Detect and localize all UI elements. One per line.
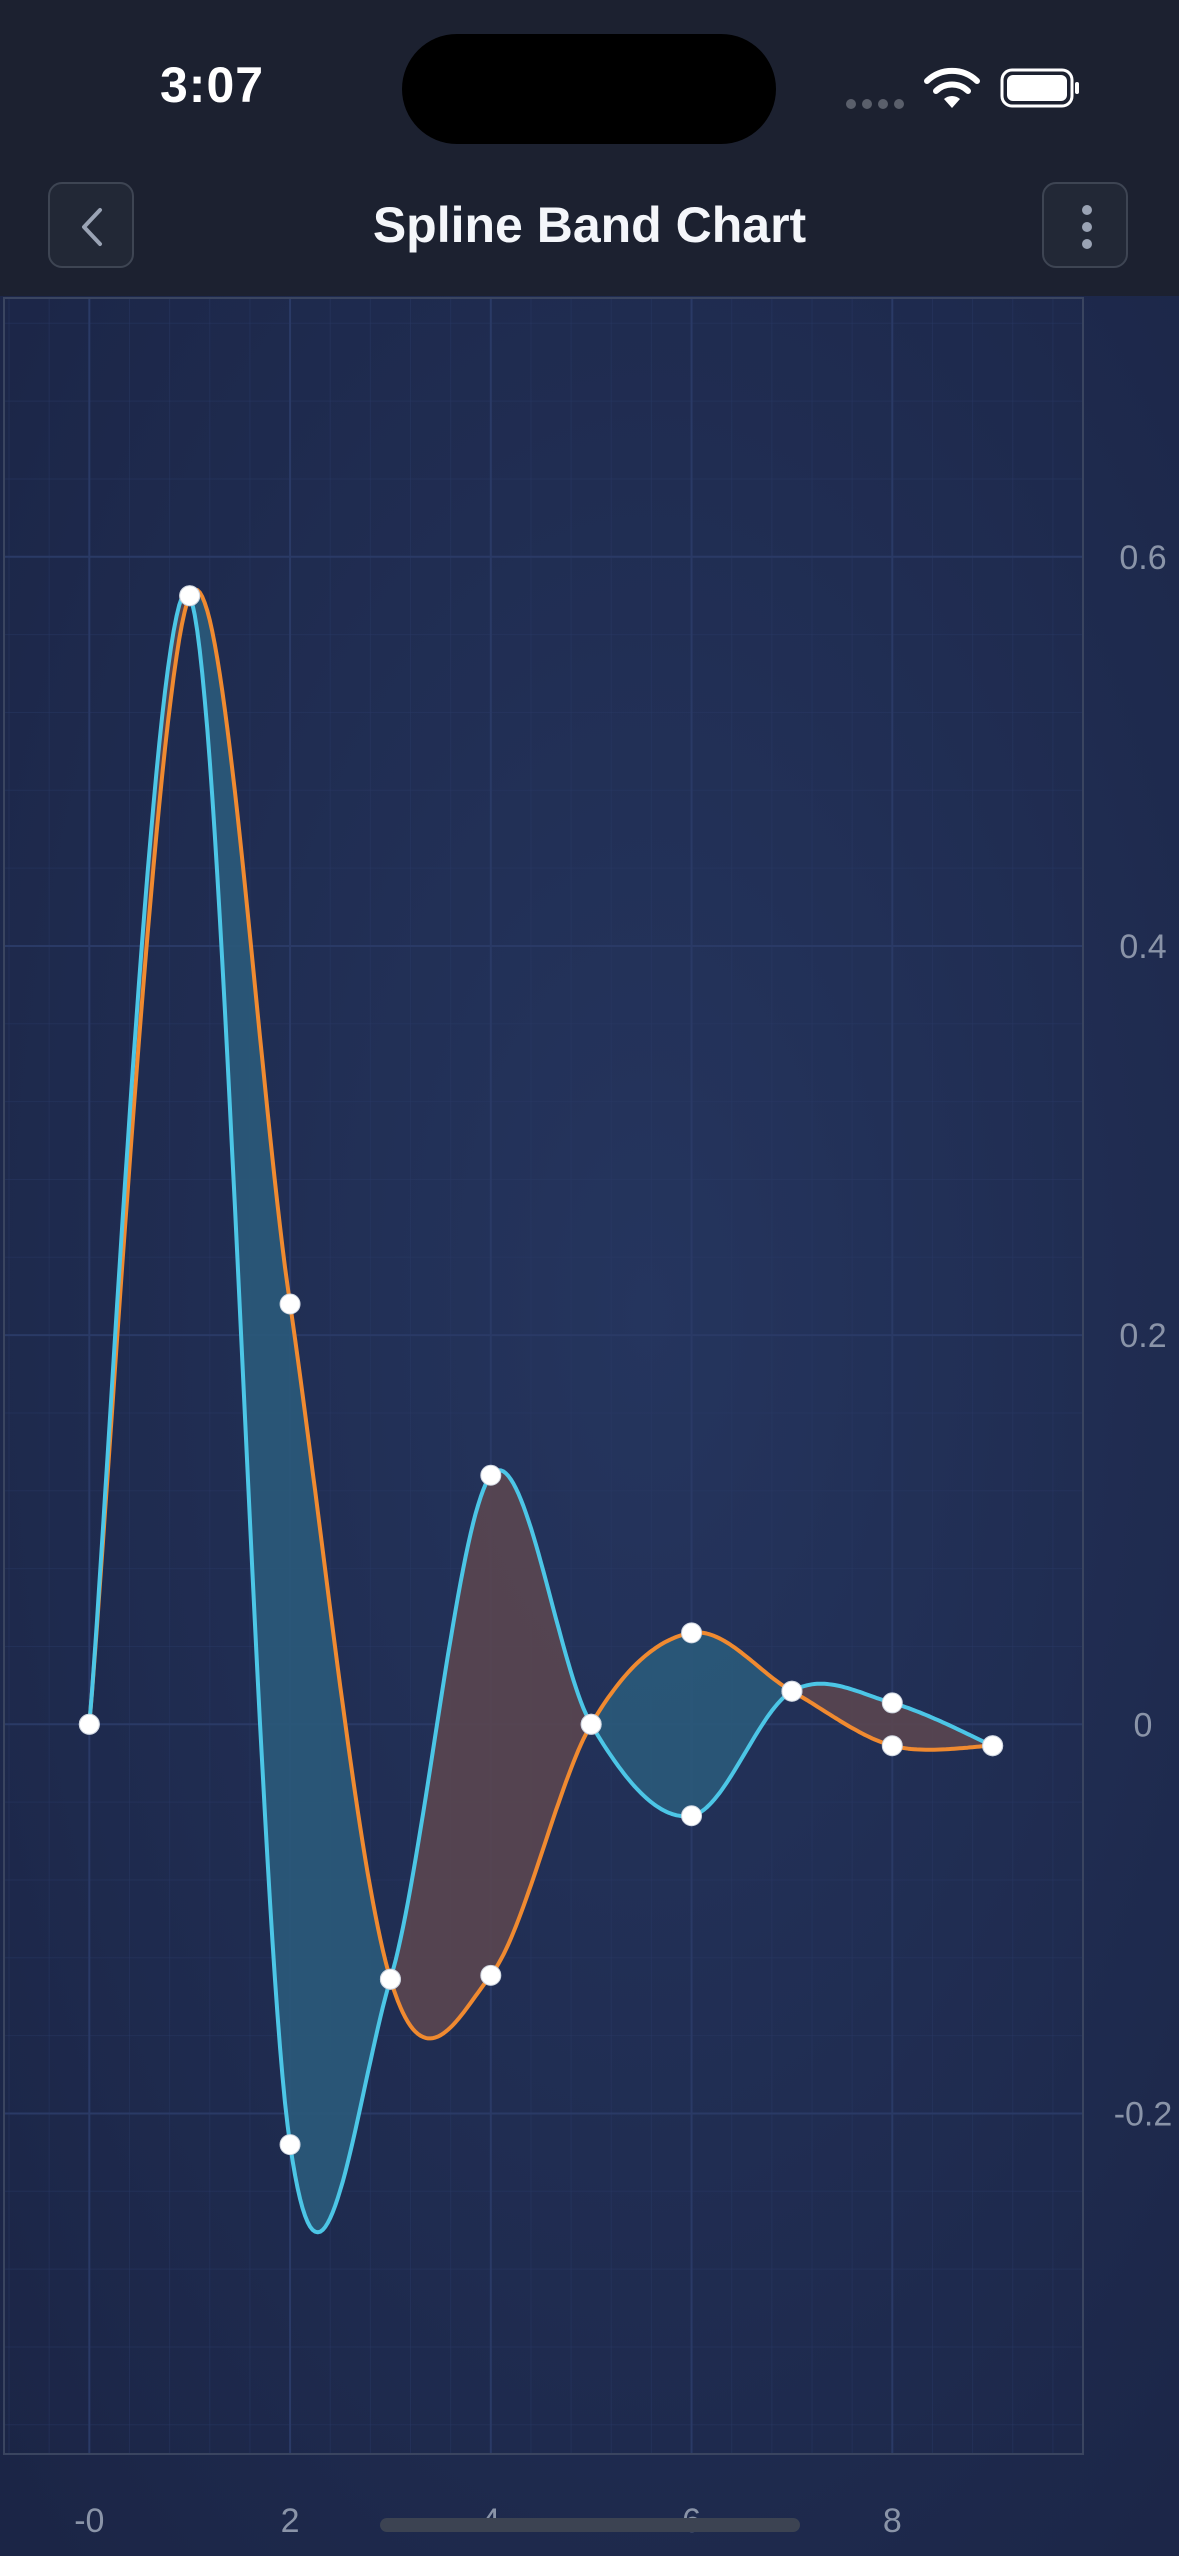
series-line-2 xyxy=(87,587,994,2041)
plot-border xyxy=(3,297,1084,2455)
data-point-series-2 xyxy=(681,1622,703,1644)
data-point-series-2 xyxy=(781,1680,803,1702)
y-tick-label: 0 xyxy=(1134,1706,1153,1744)
y-tick-label: 0.4 xyxy=(1119,928,1166,966)
data-point-series-2 xyxy=(480,1964,502,1986)
band-fill-up xyxy=(189,589,391,2233)
data-point-series-2 xyxy=(379,1968,401,1990)
status-bar: 3:07 xyxy=(0,0,1179,170)
more-vertical-icon xyxy=(1082,205,1092,249)
more-options-button[interactable] xyxy=(1042,182,1128,268)
data-point-series-1 xyxy=(681,1805,703,1827)
chart-background xyxy=(0,296,1179,2556)
wifi-icon xyxy=(924,67,980,108)
data-point-series-1 xyxy=(480,1464,502,1486)
band-fill-down xyxy=(390,1470,592,2039)
data-point-series-2 xyxy=(982,1735,1004,1757)
band-fill-up xyxy=(591,1632,792,1817)
data-point-series-2 xyxy=(881,1735,903,1757)
back-button[interactable] xyxy=(48,182,134,268)
data-point-series-2 xyxy=(78,1713,100,1735)
y-tick-label: -0.2 xyxy=(1114,2095,1173,2133)
dynamic-island xyxy=(402,34,776,144)
page-title: Spline Band Chart xyxy=(372,197,807,253)
spline-band-chart[interactable]: 0.60.40.20-0.2-02468 xyxy=(0,296,1179,2556)
chevron-left-icon xyxy=(82,208,102,246)
y-tick-label: 0.6 xyxy=(1119,539,1166,577)
data-point-series-1 xyxy=(279,2134,301,2156)
x-tick-label: -0 xyxy=(74,2502,104,2540)
band-fill-down xyxy=(89,592,190,1725)
home-indicator[interactable] xyxy=(380,2518,800,2532)
battery-icon xyxy=(1000,68,1079,108)
data-point-series-2 xyxy=(580,1713,602,1735)
grid-minor xyxy=(4,298,1083,2454)
status-time: 3:07 xyxy=(160,57,265,113)
data-point-series-1 xyxy=(881,1692,903,1714)
series-line-1 xyxy=(87,590,994,2235)
x-tick-label: 8 xyxy=(883,2502,902,2540)
data-point-series-2 xyxy=(179,585,201,607)
y-tick-label: 0.2 xyxy=(1119,1317,1166,1355)
cellular-signal-icon xyxy=(846,96,910,114)
data-point-series-2 xyxy=(279,1293,301,1315)
band-fill-down xyxy=(791,1683,993,1750)
x-tick-label: 2 xyxy=(281,2502,300,2540)
